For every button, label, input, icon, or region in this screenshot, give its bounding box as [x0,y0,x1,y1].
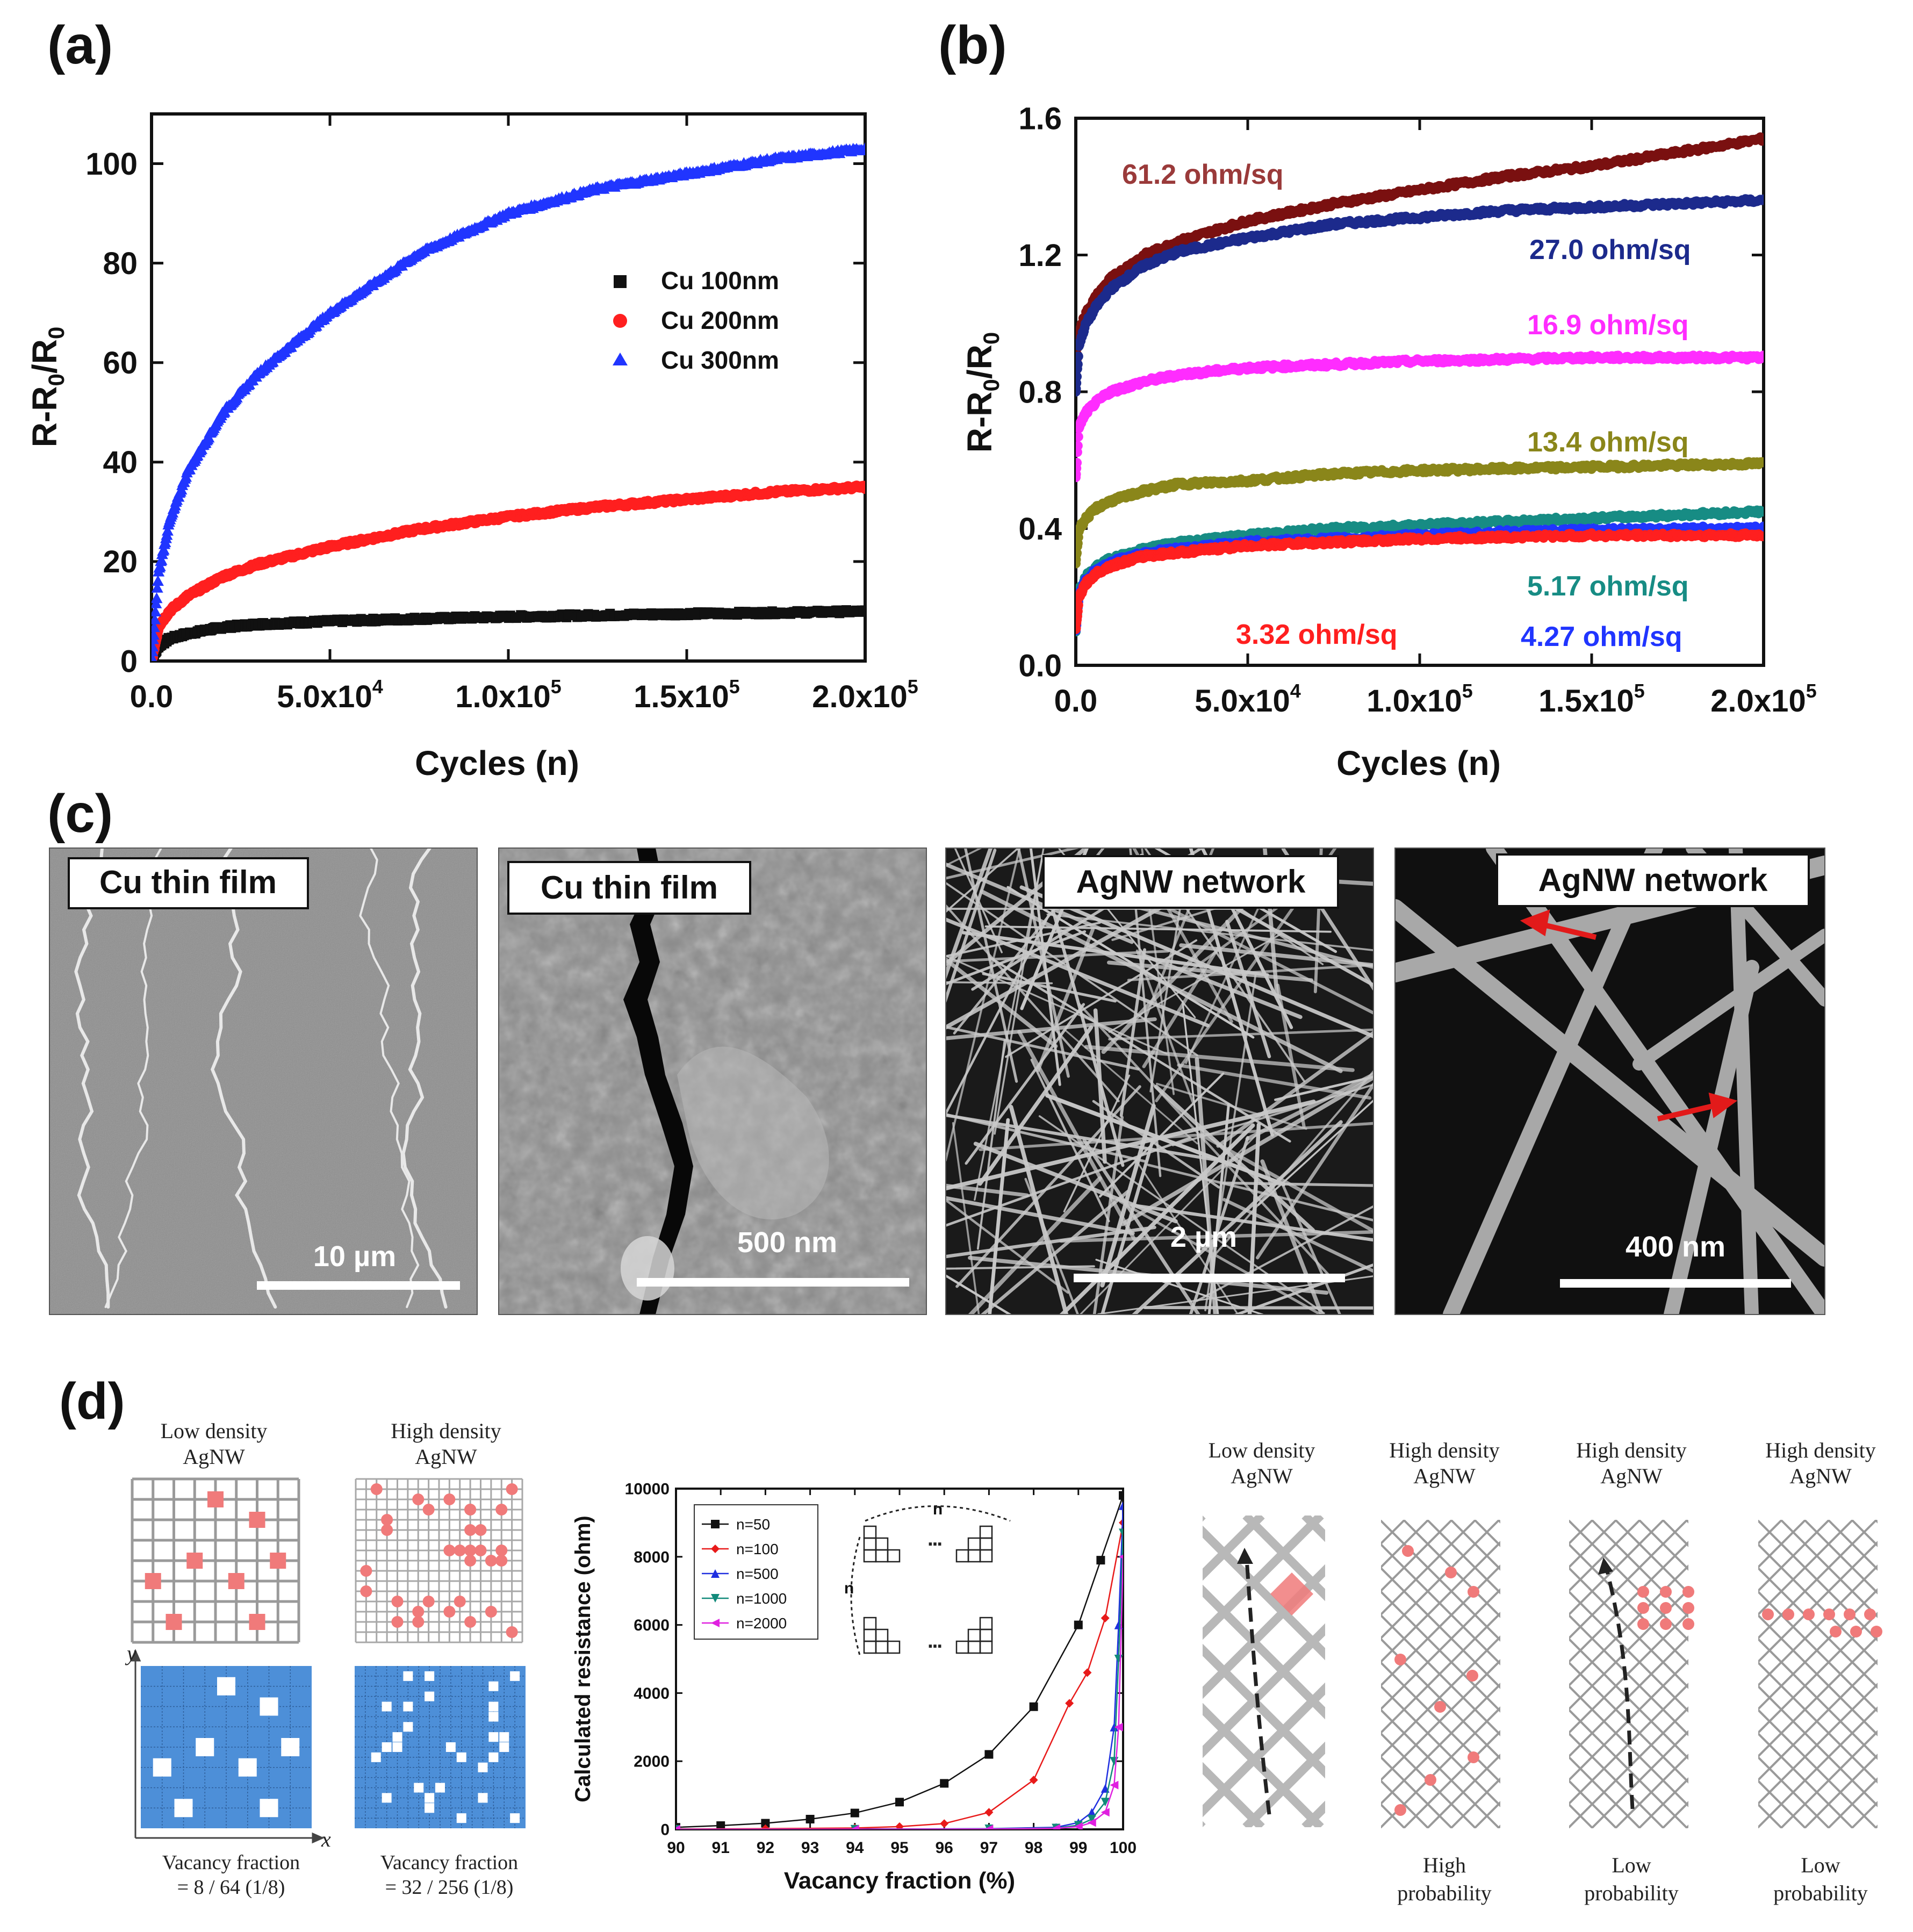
series-16-9-ohm-sq [1076,350,1764,483]
point [1759,457,1764,468]
x-tick-label: 1.0x105 [1367,680,1472,719]
chart-a-ylabel: R-R0/R0 [25,327,69,447]
legend-marker-cu200 [613,314,627,328]
point [1076,441,1083,451]
x-tick-label: 1.5x105 [1538,680,1644,719]
point [1076,371,1082,382]
point [152,592,163,604]
point [1076,432,1083,442]
y-tick-label: 1.6 [1018,101,1062,136]
x-tick-label: 1.0x105 [455,676,561,714]
panel-label-a: (a) [47,15,113,75]
y-tick-label: 20 [103,544,138,579]
chart-a-legend: Cu 100nm Cu 200nm Cu 300nm [613,267,779,374]
y-tick-label: 0.8 [1018,375,1062,410]
point [860,483,865,494]
x-tick-label: 0.0 [130,679,174,714]
legend-marker-cu100 [614,275,627,288]
x-tick-label: 5.0x104 [1195,680,1300,719]
x-tick-label: 2.0x105 [812,676,918,714]
y-tick-label: 100 [85,147,138,182]
y-tick-label: 60 [103,346,138,380]
x-tick-label: 2.0x105 [1710,680,1816,719]
point [1759,350,1764,361]
point [152,575,164,586]
series-27-0-ohm-sq [1076,194,1764,397]
point [1076,351,1083,362]
panel-label-b: (b) [938,15,1007,75]
x-tick-label: 1.5x105 [634,676,739,714]
point [1759,194,1764,204]
point [1759,134,1764,145]
point [1076,359,1083,369]
x-tick-label: 0.0 [1054,684,1098,719]
chart-b: 0.0 5.0x104 1.0x105 1.5x105 2.0x105 0.0 0.4 0.8… [960,101,1817,782]
point [161,525,174,536]
legend-label-cu200: Cu 200nm [661,306,779,334]
y-tick-label: 0 [120,644,138,679]
point [860,605,865,615]
point [157,543,170,555]
y-tick-label: 0.4 [1018,512,1062,547]
x-tick-label: 5.0x104 [277,676,383,714]
y-tick-label: 80 [103,246,138,281]
series-cu-200nm [152,480,865,661]
series-cu-300nm [152,142,865,661]
chart-a-frame [150,112,867,663]
point [1759,507,1764,517]
panel-label-c: (c) [47,784,113,844]
chart-a: 0.0 5.0x104 1.0x105 1.5x105 2.0x105 0 20 40 60 80… [25,112,918,782]
legend-label-cu100: Cu 100nm [661,267,779,295]
legend-label-cu300: Cu 300nm [661,346,779,374]
y-tick-label: 1.2 [1018,238,1062,273]
point [859,142,865,153]
legend-marker-cu300 [613,353,628,365]
point [1076,458,1082,468]
y-tick-label: 0.0 [1018,648,1062,683]
point [155,554,168,565]
chart-a-xlabel: Cycles (n) [415,744,579,782]
series-61-2-ohm-sq [1076,132,1764,381]
y-tick-label: 40 [103,445,138,480]
point [152,581,163,593]
panel-label-d: (d) [59,1373,125,1430]
point [152,606,162,617]
